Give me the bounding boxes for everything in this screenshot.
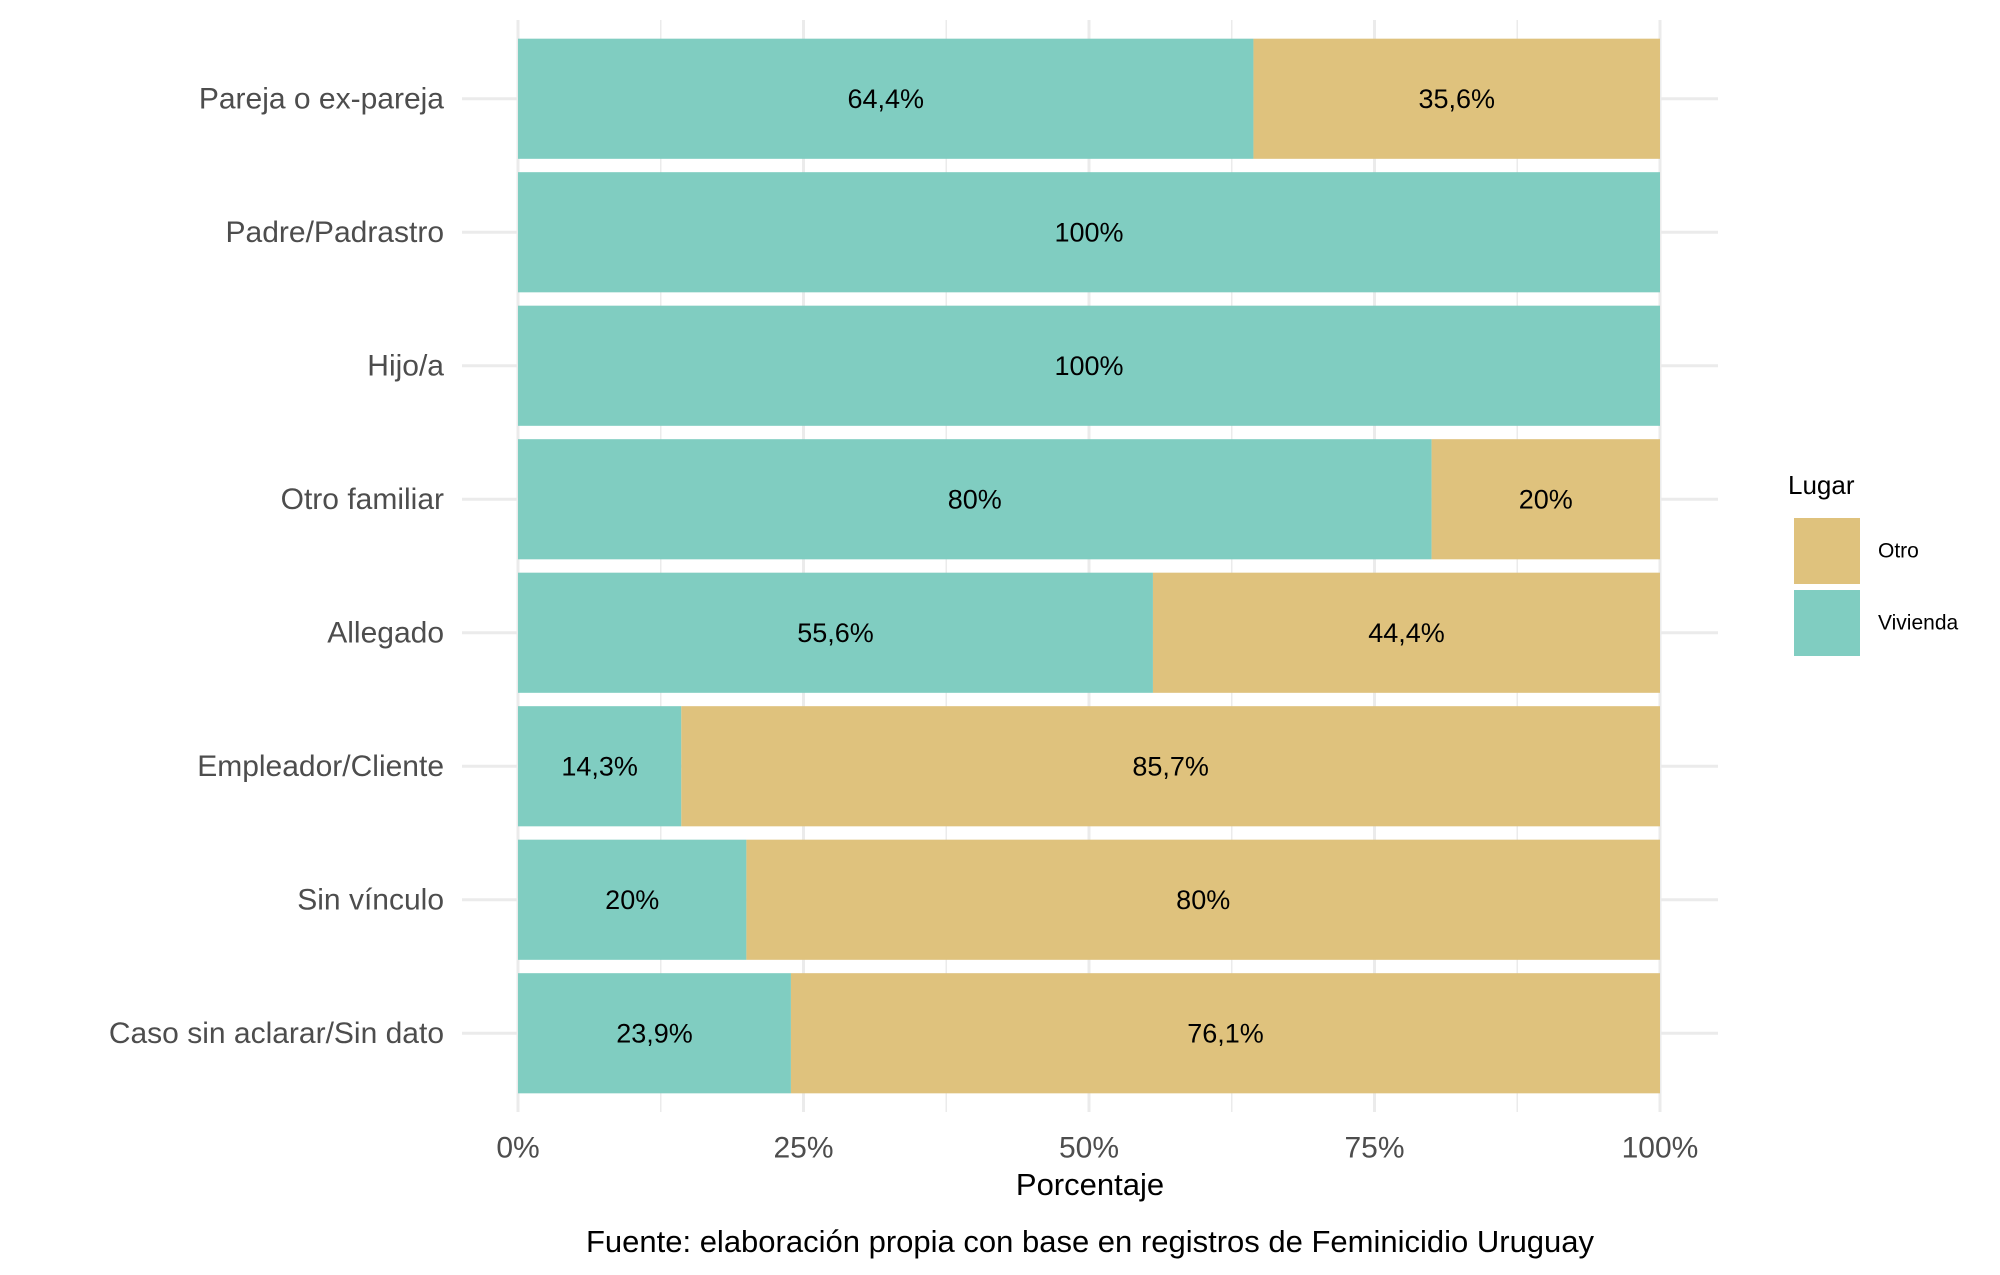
legend: Lugar Otro Vivienda <box>1788 470 1958 656</box>
bar-label-vivienda-caso-sin-aclarar-sin-dato: 23,9% <box>616 1018 693 1048</box>
legend-title: Lugar <box>1788 470 1855 500</box>
bar-vivienda-empleador-cliente <box>518 706 682 827</box>
category-label-allegado: Allegado <box>327 616 444 649</box>
bar-otro-empleador-cliente <box>681 706 1660 827</box>
bar-labels: 64,4% 35,6% 100% 100% 80% 20% 55,6% 44,4% 14,3% 8… <box>561 84 1572 1049</box>
category-label-hijo-a: Hijo/a <box>367 349 444 382</box>
bar-label-otro-empleador-cliente: 85,7% <box>1132 751 1209 781</box>
x-tick-label-50: 50% <box>1059 1132 1119 1165</box>
bar-label-otro-otro-familiar: 20% <box>1519 484 1573 514</box>
bar-otro-sin-vinculo <box>746 839 1660 960</box>
category-labels: Pareja o ex-pareja Padre/Padrastro Hijo/a O… <box>109 82 444 1050</box>
bar-label-vivienda-sin-vinculo: 20% <box>605 885 659 915</box>
category-label-pareja-o-ex-pareja: Pareja o ex-pareja <box>199 82 444 115</box>
bar-label-vivienda-allegado: 55,6% <box>797 618 874 648</box>
x-tick-label-100: 100% <box>1622 1132 1699 1165</box>
x-axis-title: Porcentaje <box>1016 1167 1164 1202</box>
bar-vivienda-padre-padrastro <box>518 172 1660 293</box>
bar-otro-pareja-o-ex-pareja <box>1253 38 1660 159</box>
x-tick-label-25: 25% <box>773 1132 833 1165</box>
bar-vivienda-hijo-a <box>518 305 1660 426</box>
category-label-otro-familiar: Otro familiar <box>281 483 444 516</box>
bar-otro-caso-sin-aclarar-sin-dato <box>790 973 1660 1094</box>
bar-label-vivienda-empleador-cliente: 14,3% <box>561 751 638 781</box>
category-label-empleador-cliente: Empleador/Cliente <box>197 750 444 783</box>
bars <box>518 38 1660 1094</box>
category-label-sin-vinculo: Sin vínculo <box>297 883 444 916</box>
bar-vivienda-sin-vinculo <box>518 839 747 960</box>
bar-label-vivienda-otro-familiar: 80% <box>948 484 1002 514</box>
bar-vivienda-allegado <box>518 572 1153 693</box>
x-tick-label-0: 0% <box>496 1132 539 1165</box>
legend-items: Otro Vivienda <box>1794 518 1958 656</box>
x-tick-label-75: 75% <box>1344 1132 1404 1165</box>
bar-label-vivienda-pareja-o-ex-pareja: 64,4% <box>847 84 924 114</box>
bar-vivienda-otro-familiar <box>518 439 1432 560</box>
legend-label-vivienda: Vivienda <box>1878 612 1958 635</box>
category-label-padre-padrastro: Padre/Padrastro <box>226 216 444 249</box>
bar-vivienda-pareja-o-ex-pareja <box>518 38 1254 159</box>
legend-key-vivienda <box>1794 590 1860 656</box>
legend-label-otro: Otro <box>1878 540 1919 563</box>
bar-label-vivienda-padre-padrastro: 100% <box>1054 217 1123 247</box>
bar-label-otro-allegado: 44,4% <box>1368 618 1445 648</box>
bar-label-vivienda-hijo-a: 100% <box>1054 351 1123 381</box>
category-label-caso-sin-aclarar-sin-dato: Caso sin aclarar/Sin dato <box>109 1017 444 1050</box>
bar-label-otro-caso-sin-aclarar-sin-dato: 76,1% <box>1187 1018 1264 1048</box>
bar-vivienda-caso-sin-aclarar-sin-dato <box>518 973 791 1094</box>
bar-otro-otro-familiar <box>1431 439 1660 560</box>
source-caption: Fuente: elaboración propia con base en r… <box>586 1224 1595 1259</box>
legend-key-otro <box>1794 518 1860 584</box>
bar-label-otro-sin-vinculo: 80% <box>1176 885 1230 915</box>
bar-otro-allegado <box>1152 572 1660 693</box>
x-tick-labels: 0% 25% 50% 75% 100% <box>496 1132 1698 1165</box>
bar-label-otro-pareja-o-ex-pareja: 35,6% <box>1418 84 1495 114</box>
